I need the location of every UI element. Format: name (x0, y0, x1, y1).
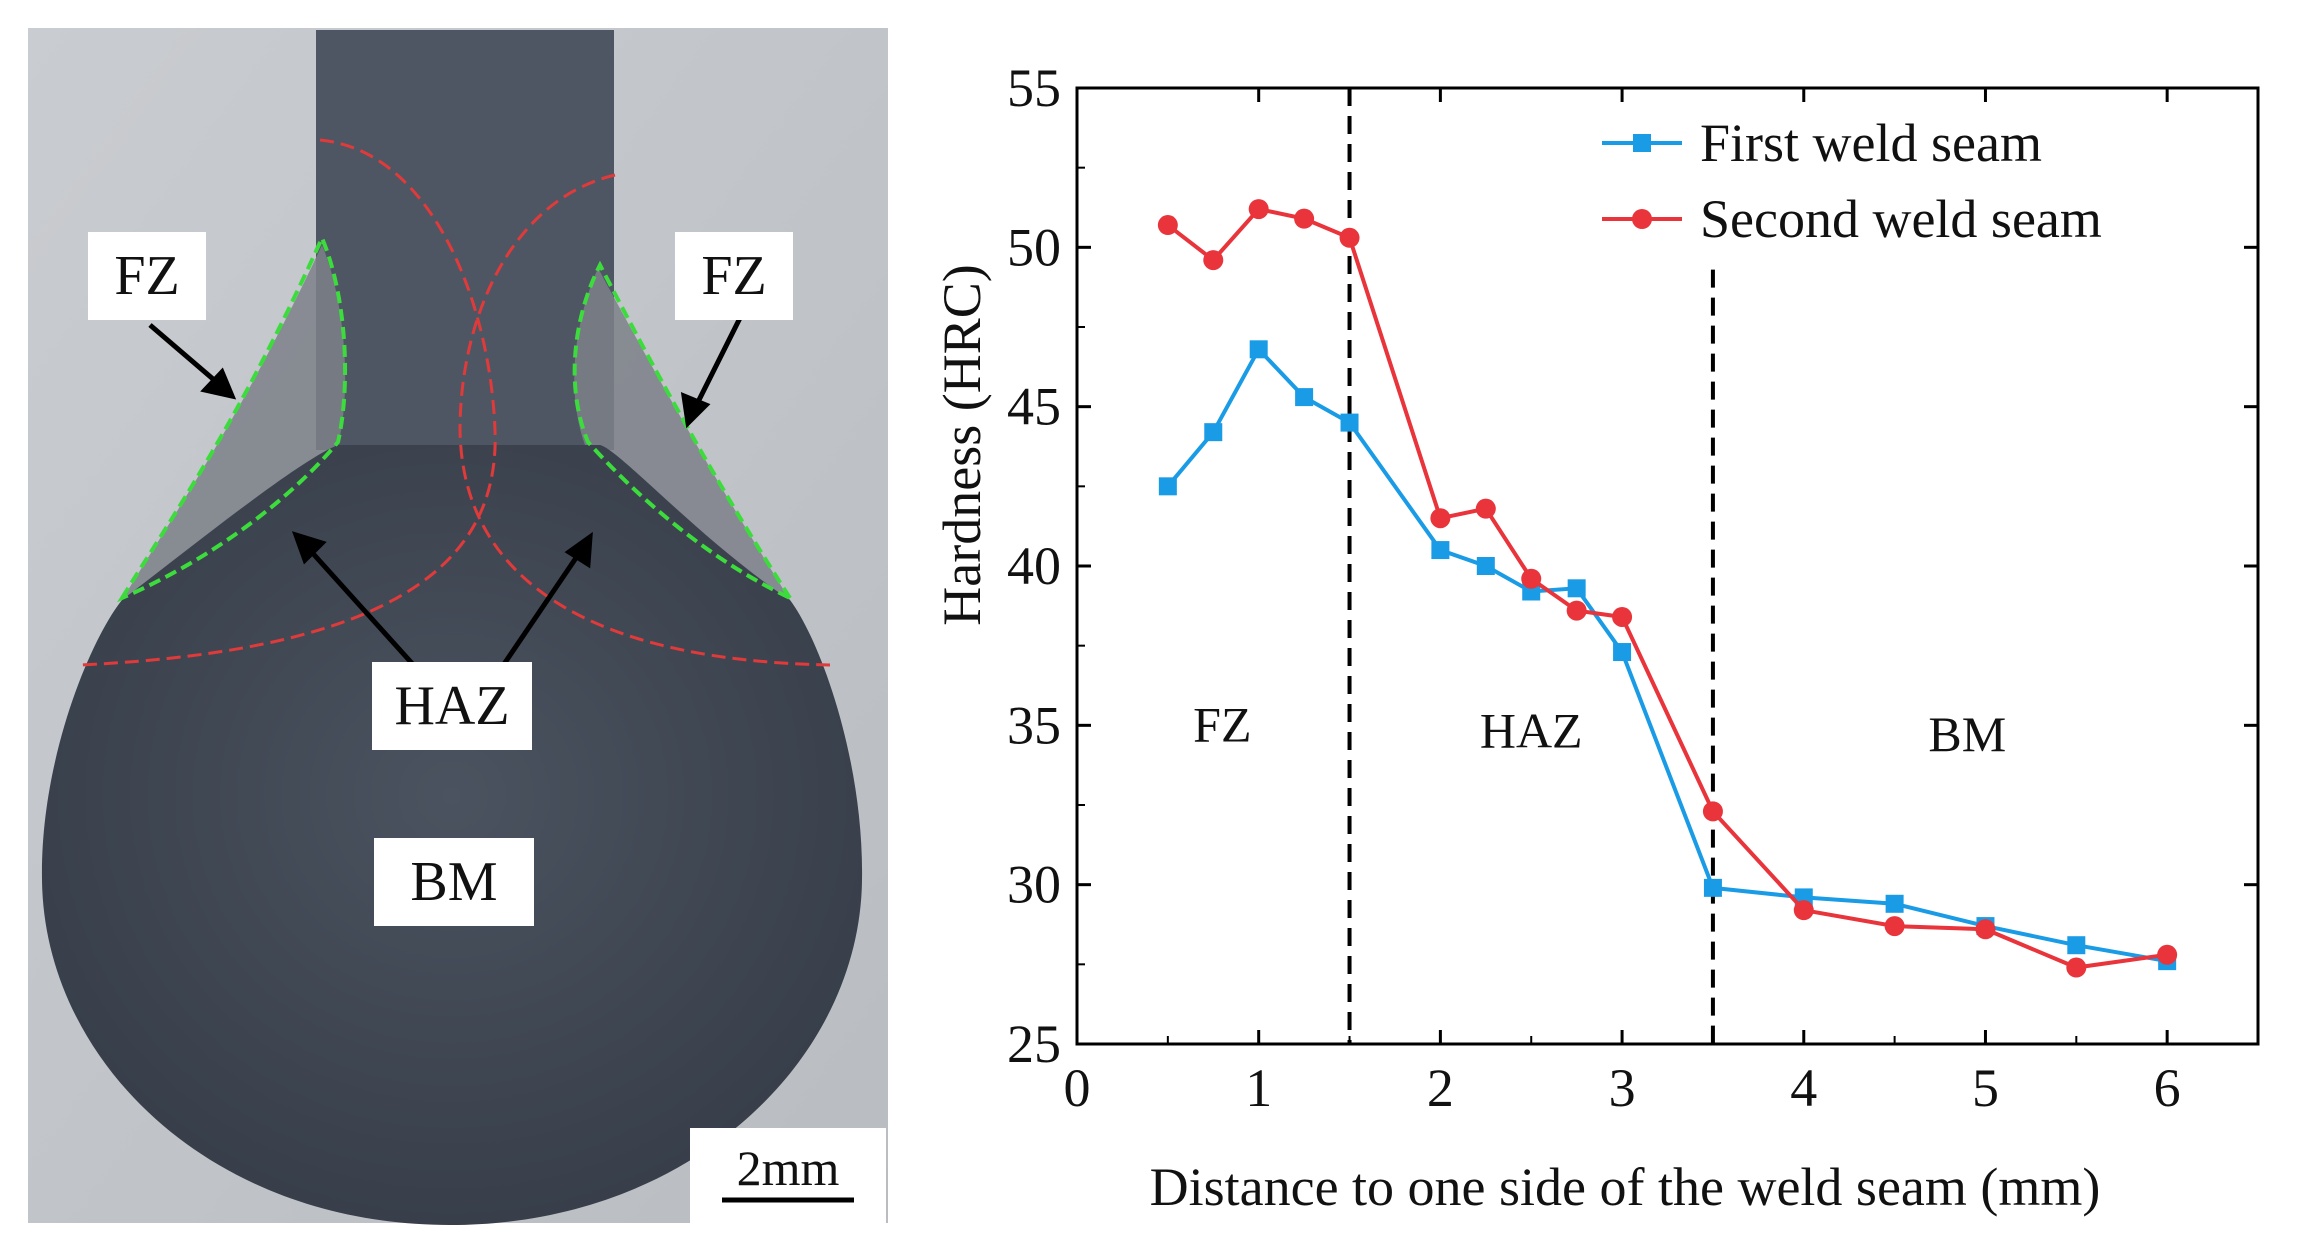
arrows (148, 316, 743, 672)
data-point-second-weld (1884, 916, 1905, 937)
region-label: BM (1928, 706, 2006, 762)
y-tick-label: 30 (1007, 855, 1061, 915)
y-tick-label: 50 (1007, 217, 1061, 277)
fz-left-region (122, 245, 346, 600)
x-tick-label: 2 (1427, 1058, 1454, 1118)
data-point-second-weld (1566, 600, 1587, 621)
y-axis-label: Hardness (HRC) (932, 264, 992, 625)
label-bm: BM (410, 851, 497, 913)
data-point-first-weld (1204, 423, 1223, 442)
legend: First weld seam Second weld seam (1602, 113, 2102, 249)
y-tick-label: 40 (1007, 536, 1061, 596)
data-point-second-weld (1793, 900, 1814, 921)
arrow-fz-right (692, 316, 743, 410)
weld-cross-section-photo: FZ FZ HAZ BM 2mm (0, 0, 900, 1251)
data-point-second-weld (1157, 215, 1178, 236)
arrowhead-fz-left (200, 367, 237, 400)
arrowhead-fz-right (680, 392, 711, 429)
arrowhead-haz-right (564, 531, 593, 569)
label-haz: HAZ (394, 675, 509, 737)
y-tick-label: 45 (1007, 377, 1061, 437)
scale-bar-label: 2mm (737, 1140, 840, 1196)
data-point-second-weld (1702, 801, 1723, 822)
arrow-fz-left (148, 323, 222, 387)
label-box-haz (372, 662, 532, 750)
region-label: FZ (1193, 696, 1251, 752)
photo-svg: FZ FZ HAZ BM 2mm (28, 28, 888, 1225)
data-point-first-weld (1431, 541, 1450, 560)
data-point-second-weld (1430, 508, 1451, 529)
fz-right-outline (572, 260, 796, 603)
arrowhead-haz-left (291, 531, 327, 565)
y-tick-label: 25 (1007, 1014, 1061, 1074)
hardness-chart: 0 1 2 3 4 5 6 25 30 35 40 45 50 55 FZ HAZ BM First weld… (900, 0, 2310, 1251)
data-point-first-weld (2067, 936, 2086, 955)
legend-marker (1632, 209, 1652, 229)
label-box-fz-right (675, 232, 793, 320)
data-point-first-weld (1295, 388, 1314, 407)
data-point-first-weld (1885, 894, 1904, 913)
data-point-second-weld (2066, 957, 2087, 978)
data-point-second-weld (1521, 568, 1542, 589)
arrow-haz-left (306, 546, 420, 672)
upper-plate (316, 30, 614, 450)
legend-label: First weld seam (1700, 113, 2042, 173)
x-tick-label: 4 (1790, 1058, 1817, 1118)
data-point-first-weld (1340, 413, 1359, 432)
scale-bar-box (690, 1128, 886, 1223)
data-point-first-weld (1613, 643, 1632, 662)
label-box-bm (374, 838, 534, 926)
fz-left-outline (116, 232, 348, 603)
x-tick-label: 3 (1609, 1058, 1636, 1118)
y-tick-label: 35 (1007, 695, 1061, 755)
x-tick-label: 5 (1972, 1058, 1999, 1118)
data-point-second-weld (2157, 944, 2178, 965)
data-point-first-weld (1249, 340, 1268, 359)
data-point-second-weld (1203, 250, 1224, 271)
data-point-second-weld (1975, 919, 1996, 940)
series-layer (1157, 199, 2178, 978)
data-point-second-weld (1248, 199, 1269, 220)
legend-marker (1633, 134, 1651, 152)
data-point-first-weld (1476, 557, 1495, 575)
region-label: HAZ (1480, 703, 1583, 759)
label-box-fz-left (88, 232, 206, 320)
label-fz-left: FZ (114, 245, 179, 307)
x-tick-label: 6 (2154, 1058, 2181, 1118)
x-tick-label: 1 (1245, 1058, 1272, 1118)
arrow-haz-right (497, 550, 583, 672)
data-point-second-weld (1612, 606, 1633, 627)
data-point-first-weld (1567, 579, 1586, 598)
legend-label: Second weld seam (1700, 189, 2102, 249)
data-point-first-weld (1703, 878, 1722, 897)
label-fz-right: FZ (701, 245, 766, 307)
base-metal-disc (41, 445, 863, 1225)
data-point-second-weld (1339, 227, 1360, 248)
fz-right-region (574, 268, 790, 600)
data-point-first-weld (1158, 477, 1177, 496)
x-tick-label: 0 (1064, 1058, 1091, 1118)
series-line (1166, 345, 2168, 964)
y-tick-label: 55 (1007, 58, 1061, 118)
data-point-second-weld (1475, 498, 1496, 519)
data-point-second-weld (1294, 208, 1315, 229)
haz-left-outline (79, 138, 497, 667)
region-dividers (1347, 88, 1715, 1044)
x-axis-label: Distance to one side of the weld seam (m… (1150, 1157, 2101, 1217)
haz-right-outline (458, 173, 831, 667)
region-annotations: FZ HAZ BM (1193, 696, 2006, 762)
series-line (1166, 206, 2168, 970)
